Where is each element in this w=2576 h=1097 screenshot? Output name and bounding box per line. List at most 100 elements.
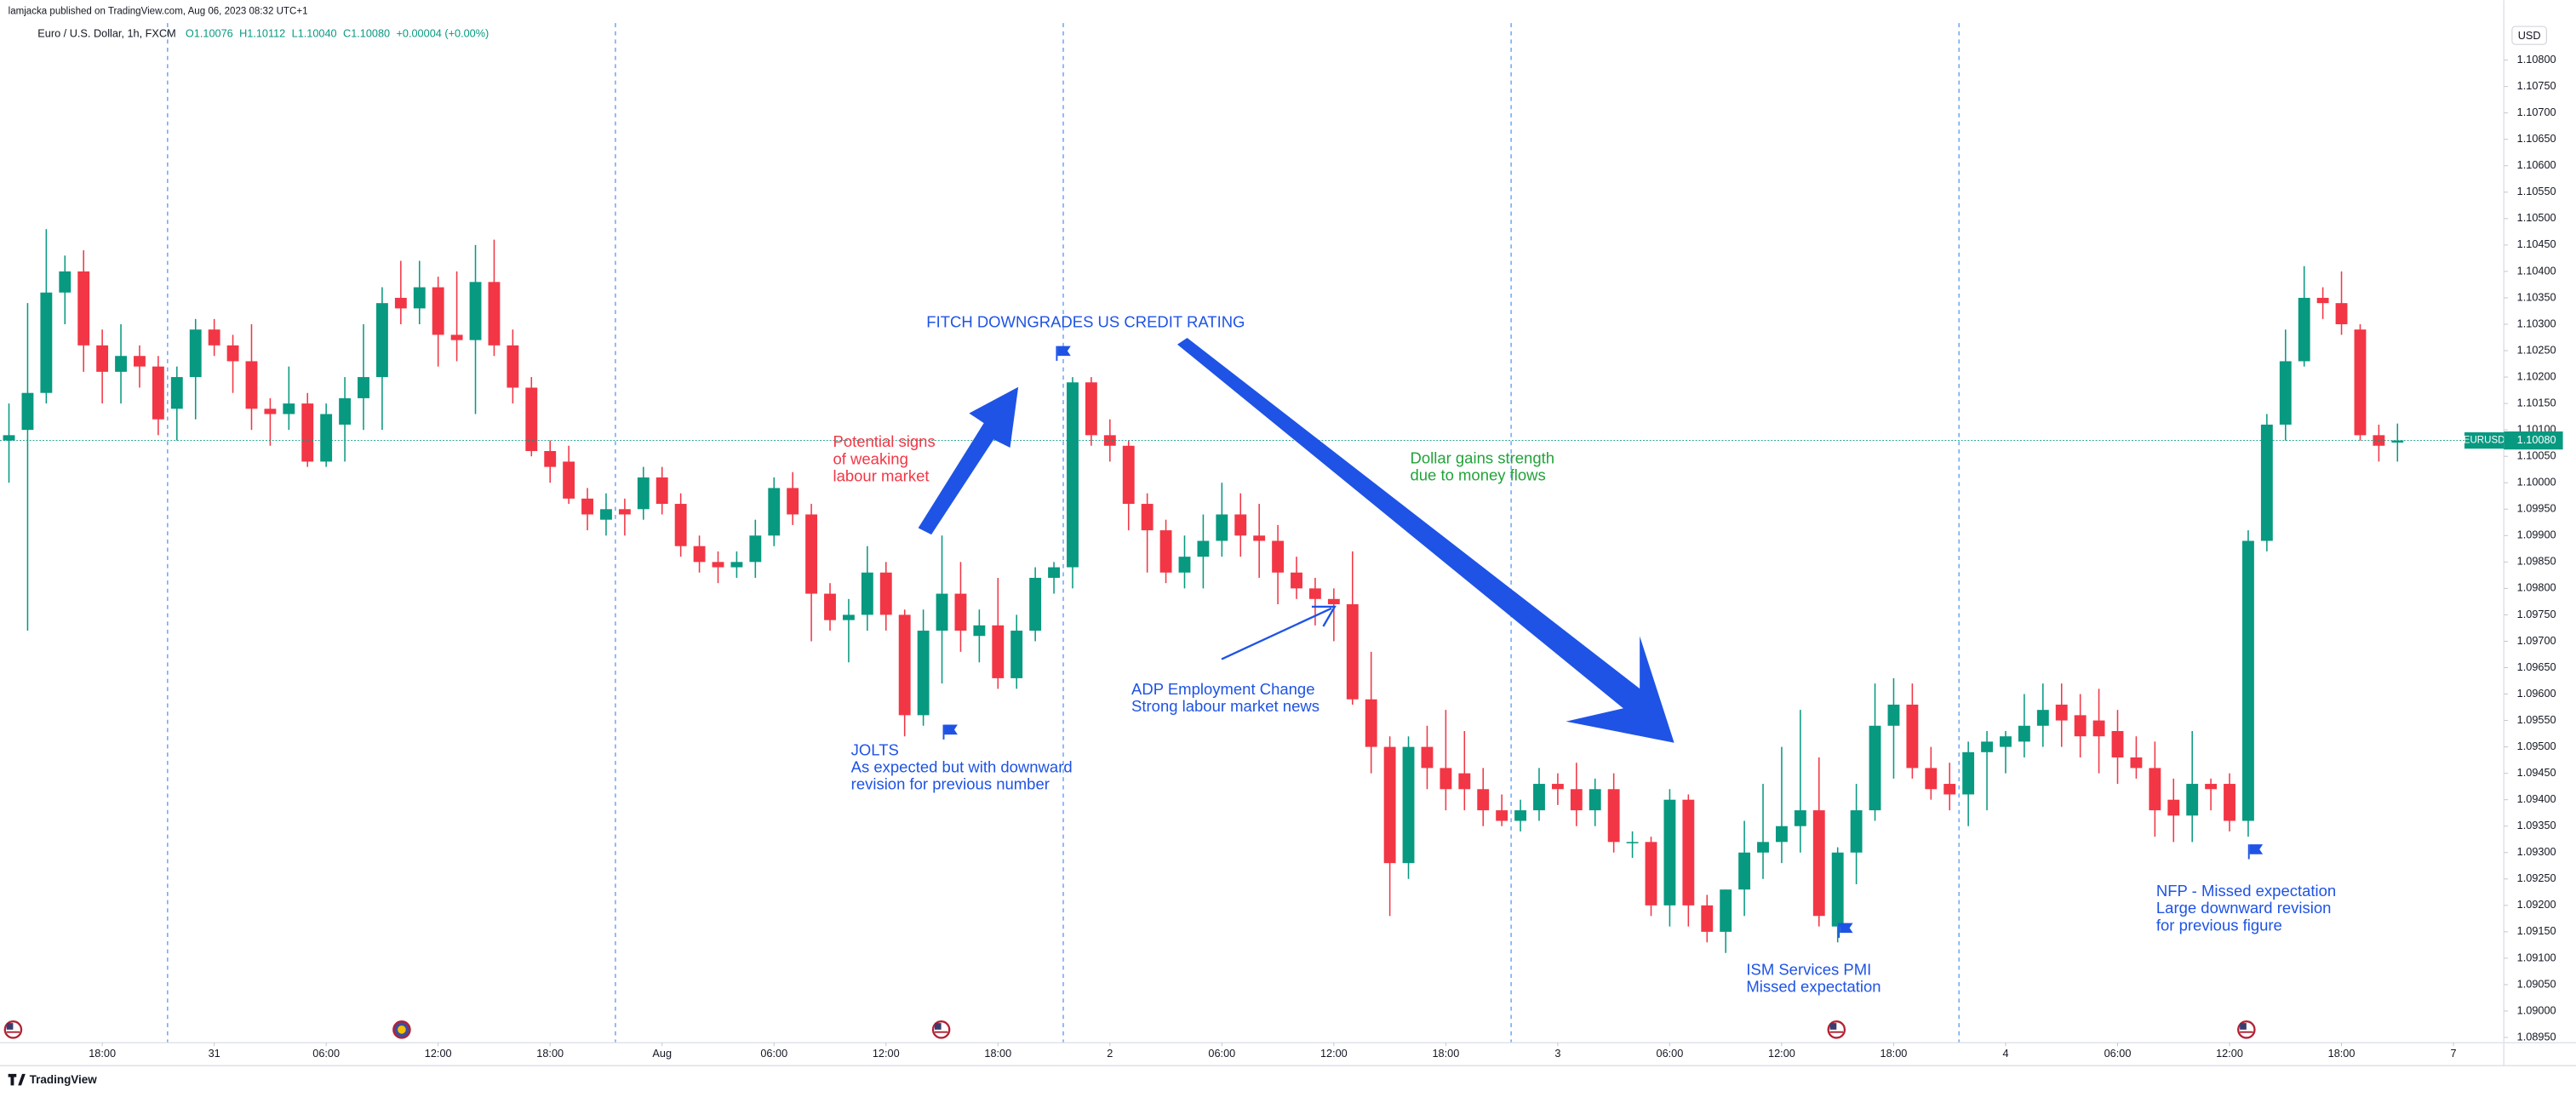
ohlc-close: C1.10080 xyxy=(343,27,390,40)
candle-body xyxy=(712,562,724,568)
flag xyxy=(1057,346,1071,357)
candle-body xyxy=(1720,889,1732,932)
candle-body xyxy=(264,409,277,414)
candle-body xyxy=(469,282,482,340)
candle-body xyxy=(2205,784,2218,790)
candle-body xyxy=(1234,514,1247,536)
y-tick-label: 1.09450 xyxy=(2517,766,2556,779)
flag xyxy=(1840,923,1853,934)
candle-body xyxy=(1738,852,1751,890)
candle-body xyxy=(59,271,72,293)
last-price-label: 1.10080 xyxy=(2517,433,2556,446)
candle-body xyxy=(3,435,15,441)
ticker: EURUSD xyxy=(2464,436,2505,446)
y-tick-label: 1.09600 xyxy=(2517,687,2556,700)
candle-body xyxy=(2018,725,2030,742)
y-tick-label: 1.09800 xyxy=(2517,581,2556,594)
candle-body xyxy=(842,614,855,620)
arrow-thin xyxy=(1221,607,1332,660)
candle-body xyxy=(1645,842,1657,906)
annotation: labour market xyxy=(833,467,929,485)
candle-body xyxy=(1589,789,1601,811)
y-tick-label: 1.09750 xyxy=(2517,608,2556,620)
y-tick-label: 1.09950 xyxy=(2517,502,2556,515)
event-icons xyxy=(3,1020,2256,1039)
candle-body xyxy=(226,345,239,362)
x-tick-label: 3 xyxy=(1554,1047,1560,1060)
y-tick-label: 1.10300 xyxy=(2517,317,2556,329)
candle-body xyxy=(1831,852,1844,927)
candle-body xyxy=(581,498,593,515)
y-tick-label: 1.09100 xyxy=(2517,951,2556,963)
x-tick-label: 18:00 xyxy=(536,1047,564,1060)
y-tick-label: 1.09850 xyxy=(2517,555,2556,568)
y-tick-label: 1.10600 xyxy=(2517,158,2556,171)
candle-body xyxy=(507,345,519,388)
candle-body xyxy=(1626,842,1639,843)
x-tick-label: 06:00 xyxy=(312,1047,340,1060)
y-tick-label: 1.10050 xyxy=(2517,449,2556,462)
event-icon xyxy=(3,1020,23,1039)
x-tick-label: 7 xyxy=(2451,1047,2457,1060)
candle-body xyxy=(824,593,836,620)
y-tick-label: 1.09550 xyxy=(2517,713,2556,726)
y-tick-label: 1.08950 xyxy=(2517,1030,2556,1043)
candle-body xyxy=(2186,784,2199,816)
brand: TradingView xyxy=(8,1073,97,1086)
candle-body xyxy=(1291,572,1302,589)
candle-body xyxy=(992,625,1005,678)
ohlc-low: L1.10040 xyxy=(292,27,337,40)
candle-body xyxy=(2298,297,2310,362)
candle-body xyxy=(2167,799,2180,816)
candle-body xyxy=(2335,303,2348,325)
event-icon xyxy=(931,1020,951,1039)
candle-body xyxy=(898,614,911,716)
labels: 1.08950 1.09000 1.09050 1.09100 1.09150 1.092… xyxy=(89,53,2563,1060)
candle-body xyxy=(1458,773,1471,790)
candle-body xyxy=(245,361,258,409)
candle-body xyxy=(77,271,90,346)
candle-body xyxy=(2000,736,2012,747)
annotation: revision for previous number xyxy=(851,775,1050,793)
candle-body xyxy=(2316,297,2329,304)
y-tick-label: 1.10400 xyxy=(2517,264,2556,277)
candle-body xyxy=(525,387,538,451)
y-tick-label: 1.09700 xyxy=(2517,634,2556,647)
candle-body xyxy=(693,546,706,563)
candle-body xyxy=(1496,810,1508,821)
candle-body xyxy=(1477,789,1490,811)
candle-body xyxy=(730,562,743,568)
candle-body xyxy=(618,509,631,515)
x-tick-label: 12:00 xyxy=(2216,1047,2243,1060)
x-tick-label: Aug xyxy=(652,1047,672,1060)
candle-body xyxy=(432,287,444,335)
annotation: As expected but with downward xyxy=(851,757,1073,775)
ticker-tag xyxy=(2464,431,2504,449)
ohlc-high: H1.10112 xyxy=(239,27,285,40)
candle-body xyxy=(1440,768,1452,790)
flag-pole xyxy=(942,724,945,740)
candle-body xyxy=(1906,704,1919,768)
candle-body xyxy=(1607,789,1620,843)
arrow-big xyxy=(1176,337,1674,743)
flag-pole xyxy=(2247,844,2250,860)
candle-body xyxy=(1514,810,1526,821)
y-tick-label: 1.10800 xyxy=(2517,53,2556,66)
x-tick-label: 06:00 xyxy=(1657,1047,1684,1060)
candle-body xyxy=(1887,704,1900,726)
candle-body xyxy=(115,356,127,372)
y-tick-label: 1.10450 xyxy=(2517,237,2556,250)
brand-logo xyxy=(8,1073,26,1086)
candle-body xyxy=(1067,382,1079,568)
arrow-up xyxy=(918,386,1019,535)
annotation: due to money flows xyxy=(1410,466,1545,484)
x-tick-label: 12:00 xyxy=(1320,1047,1348,1060)
candle-body xyxy=(917,631,930,716)
y-tick-label: 1.09500 xyxy=(2517,740,2556,752)
x-tick-label: 4 xyxy=(2002,1047,2008,1060)
candle-body xyxy=(1794,810,1806,826)
y-tick-label: 1.10700 xyxy=(2517,106,2556,118)
plot-area xyxy=(0,23,2504,1043)
x-tick-label: 06:00 xyxy=(760,1047,787,1060)
